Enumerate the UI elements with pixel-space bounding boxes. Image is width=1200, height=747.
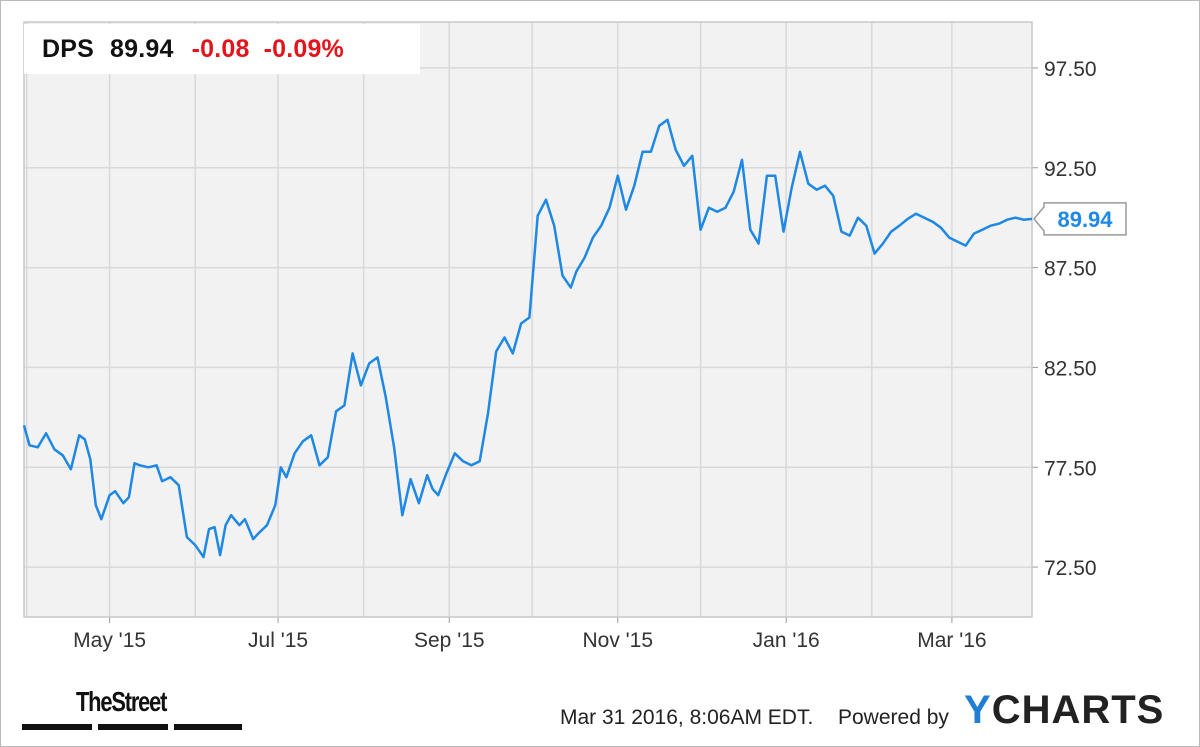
last-value-tag: 89.94 — [1033, 202, 1127, 236]
y-tick-label: 92.50 — [1044, 158, 1097, 181]
x-tick-label: Nov '15 — [582, 629, 653, 652]
x-tick-label: Mar '16 — [917, 629, 986, 652]
last-value-box — [1033, 202, 1127, 236]
ycharts-logo[interactable]: YCHARTS — [964, 690, 1164, 730]
timestamp: Mar 31 2016, 8:06AM EDT. — [560, 706, 814, 729]
x-tick-label: Jan '16 — [753, 629, 820, 652]
y-tick-label: 97.50 — [1044, 58, 1097, 81]
thestreet-logo: TheStreet — [22, 686, 242, 732]
y-tick-label: 72.50 — [1044, 557, 1097, 580]
axes: 72.50 77.50 82.50 87.50 92.50 97.50 May '15 Jul… — [23, 21, 1097, 652]
y-tick-label: 77.50 — [1044, 457, 1097, 480]
plot-border — [23, 21, 1033, 618]
quote-header: DPS 89.94 -0.08 -0.09% — [24, 24, 420, 74]
last-price: 89.94 — [110, 34, 174, 63]
x-tick-label: Sep '15 — [414, 629, 485, 652]
grid-lines — [24, 22, 1032, 617]
series-layer — [22, 118, 1033, 559]
x-tick-label: Jul '15 — [248, 629, 308, 652]
price-change: -0.08 — [191, 34, 250, 63]
y-tick-label: 87.50 — [1044, 258, 1097, 281]
series-line — [22, 118, 1033, 559]
powered-by-text: Powered by — [838, 706, 949, 729]
ycharts-logo-text: CHARTS — [991, 688, 1165, 732]
thestreet-logo-text: TheStreet — [76, 686, 167, 717]
ycharts-logo-y: Y — [964, 688, 992, 732]
x-tick-label: May '15 — [73, 629, 146, 652]
ticker-symbol: DPS — [42, 34, 95, 63]
price-change-percent: -0.09% — [263, 34, 344, 63]
logo-bar — [174, 724, 242, 730]
logo-bar — [98, 724, 168, 730]
logo-bar — [22, 724, 92, 730]
last-value-label: 89.94 — [1057, 207, 1113, 232]
y-tick-label: 82.50 — [1044, 357, 1097, 380]
